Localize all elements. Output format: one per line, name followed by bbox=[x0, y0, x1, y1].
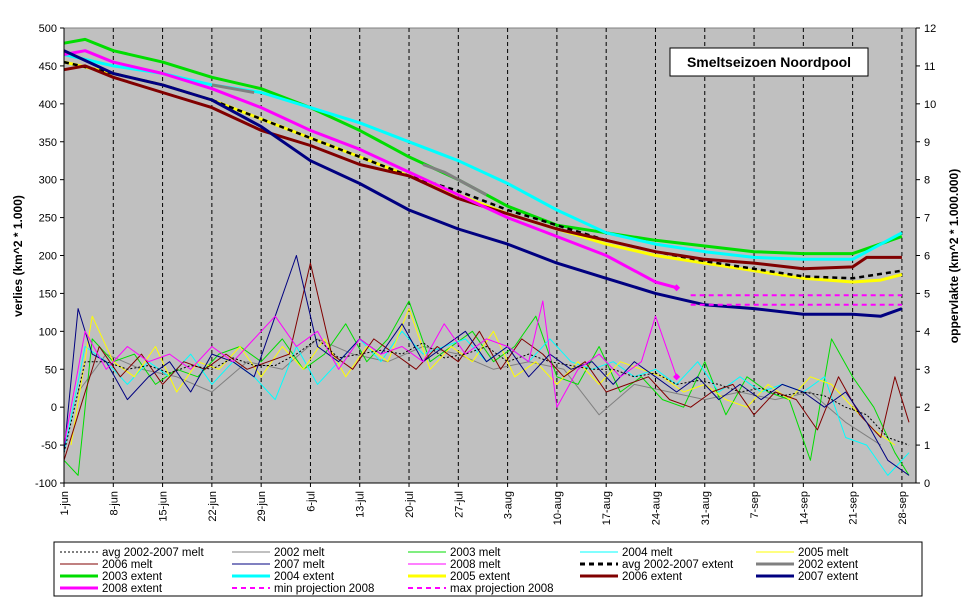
x-tick-label: 22-jun bbox=[207, 491, 219, 522]
legend-label-max-projection-2008: max projection 2008 bbox=[450, 583, 554, 595]
series-2008-melt bbox=[63, 300, 678, 446]
x-tick-label: 20-jul bbox=[404, 491, 416, 518]
x-tick-label: 29-jun bbox=[256, 491, 268, 522]
x-axis: 1-jun 8-jun 15-jun 22-jun 29-jun 6-jul 13-jul 2… bbox=[59, 482, 916, 525]
legend-label-2006-melt: 2006 melt bbox=[102, 559, 153, 571]
right-tick-label: 5 bbox=[924, 288, 930, 300]
legend-label-avg-2002-2007-extent: avg 2002-2007 extent bbox=[622, 559, 734, 571]
left-tick-label: -50 bbox=[41, 440, 57, 452]
right-tick-label: 1 bbox=[924, 440, 930, 452]
x-tick-label: 21-sep bbox=[848, 491, 860, 525]
marker-group bbox=[673, 284, 681, 381]
right-tick-label: 0 bbox=[924, 478, 930, 490]
left-tick-label: 200 bbox=[39, 251, 57, 263]
right-tick-label: 8 bbox=[924, 175, 930, 187]
x-tick-label: 17-aug bbox=[601, 491, 613, 525]
left-axis-title: verlies (km^2 * 1.000) bbox=[11, 195, 25, 317]
x-tick-label: 28-sep bbox=[897, 491, 909, 525]
x-tick-label: 14-sep bbox=[798, 491, 810, 525]
chart-title-box: Smeltseizoen Noordpool bbox=[669, 47, 869, 77]
legend-label-2004-extent: 2004 extent bbox=[274, 571, 335, 583]
legend-label-2006-extent: 2006 extent bbox=[622, 571, 683, 583]
left-tick-label: 300 bbox=[39, 175, 57, 187]
legend-label-2004-melt: 2004 melt bbox=[622, 547, 673, 559]
left-tick-label: 100 bbox=[39, 326, 57, 338]
chart-title: Smeltseizoen Noordpool bbox=[687, 54, 851, 70]
x-tick-label: 15-jun bbox=[158, 491, 170, 522]
legend-label-2007-extent: 2007 extent bbox=[798, 571, 859, 583]
left-tick-label: 0 bbox=[51, 402, 57, 414]
legend-label-2005-extent: 2005 extent bbox=[450, 571, 511, 583]
marker-2008-melt-end bbox=[673, 373, 681, 381]
series-2008-extent bbox=[63, 49, 677, 290]
right-tick-label: 2 bbox=[924, 402, 930, 414]
left-tick-label: 450 bbox=[39, 61, 57, 73]
right-tick-label: 12 bbox=[924, 23, 936, 35]
series-2002-extent-jul-aug bbox=[422, 163, 488, 197]
legend-label-2002-melt: 2002 melt bbox=[274, 547, 325, 559]
series-2007-extent bbox=[63, 49, 903, 318]
x-tick-label: 1-jun bbox=[59, 491, 71, 515]
x-tick-label: 6-jul bbox=[305, 491, 317, 512]
x-tick-label: 10-aug bbox=[552, 491, 564, 525]
legend-label-2002-extent: 2002 extent bbox=[798, 559, 859, 571]
right-tick-label: 11 bbox=[924, 61, 935, 73]
legend-label-2005-melt: 2005 melt bbox=[798, 547, 849, 559]
left-tick-label: 500 bbox=[39, 23, 57, 35]
series-2002-extent bbox=[211, 83, 255, 94]
right-axis-title: oppervlakte (km^2 * 1.000.000) bbox=[947, 169, 961, 343]
series-avg-2002-2007-melt bbox=[63, 338, 910, 453]
legend-label-2003-extent: 2003 extent bbox=[102, 571, 163, 583]
right-tick-label: 10 bbox=[924, 99, 936, 111]
series-2002-melt bbox=[77, 338, 882, 446]
right-tick-label: 7 bbox=[924, 213, 930, 225]
x-tick-label: 24-aug bbox=[650, 491, 662, 525]
legend: avg 2002-2007 melt 2002 melt 2003 melt 2004… bbox=[53, 541, 923, 597]
series-2006-melt bbox=[63, 262, 910, 461]
legend-label-2008-melt: 2008 melt bbox=[450, 559, 501, 571]
left-tick-label: 400 bbox=[39, 99, 57, 111]
right-tick-label: 6 bbox=[924, 251, 930, 263]
x-tick-label: 13-jul bbox=[355, 491, 367, 518]
x-tick-label: 7-sep bbox=[749, 491, 761, 519]
legend-label-avg-2002-2007-melt: avg 2002-2007 melt bbox=[102, 547, 204, 559]
left-tick-label: 250 bbox=[39, 213, 57, 225]
right-tick-label: 9 bbox=[924, 137, 930, 149]
legend-label-min-projection-2008: min projection 2008 bbox=[274, 583, 374, 595]
left-tick-label: 350 bbox=[39, 137, 57, 149]
left-axis: -100 -50 0 50 100 150 200 250 300 350 400 450 500 bbox=[35, 23, 65, 490]
x-tick-label: 8-jun bbox=[108, 491, 120, 515]
right-tick-label: 3 bbox=[924, 364, 930, 376]
series-2005-melt bbox=[70, 308, 896, 446]
right-tick-label: 4 bbox=[924, 326, 930, 338]
legend-label-2007-melt: 2007 melt bbox=[274, 559, 325, 571]
series-2004-extent bbox=[63, 53, 903, 261]
plot-area bbox=[63, 27, 917, 484]
melt-series-group bbox=[63, 255, 910, 476]
legend-label-2003-melt: 2003 melt bbox=[450, 547, 501, 559]
legend-box bbox=[53, 541, 923, 597]
x-tick-label: 27-jul bbox=[453, 491, 465, 518]
legend-label-2008-extent: 2008 extent bbox=[102, 583, 163, 595]
left-tick-label: 150 bbox=[39, 288, 57, 300]
left-tick-label: 50 bbox=[45, 364, 57, 376]
extent-series-group bbox=[63, 37, 903, 318]
marker-2008-extent-end bbox=[673, 284, 681, 292]
x-tick-label: 31-aug bbox=[700, 491, 712, 525]
left-tick-label: -100 bbox=[35, 478, 57, 490]
x-tick-label: 3-aug bbox=[503, 491, 515, 519]
